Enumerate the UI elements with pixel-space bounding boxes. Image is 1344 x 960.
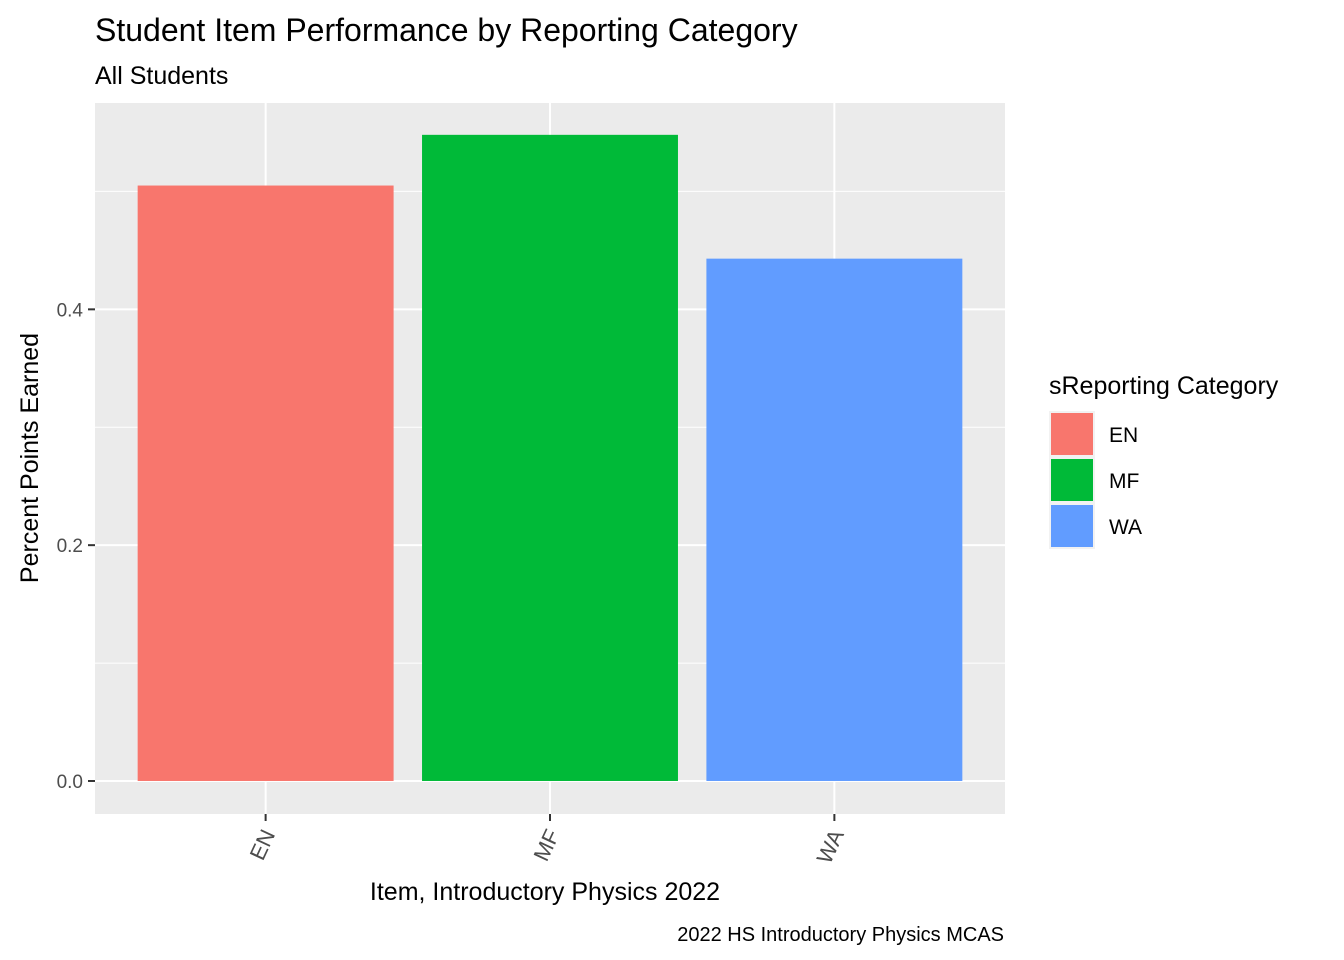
y-axis: 0.0 0.2 0.4: [57, 300, 95, 793]
bars: [137, 134, 963, 781]
chart-subtitle: All Students: [95, 62, 228, 90]
y-tick-label: 0.4: [57, 300, 84, 321]
legend-swatch-mf: [1051, 459, 1093, 501]
bar-mf: [422, 134, 678, 781]
legend-label-mf: MF: [1109, 470, 1139, 493]
bar-en: [137, 185, 394, 781]
x-axis: EN MF WA: [245, 814, 849, 867]
legend-title: sReporting Category: [1049, 372, 1279, 400]
legend-swatch-wa: [1051, 505, 1093, 547]
y-tick-label: 0.2: [57, 536, 83, 557]
x-tick-label: WA: [812, 825, 849, 867]
legend-swatch-en: [1051, 413, 1093, 455]
legend-label-en: EN: [1109, 424, 1138, 447]
legend-label-wa: WA: [1109, 516, 1142, 539]
x-tick-label: EN: [245, 826, 281, 864]
chart-caption: 2022 HS Introductory Physics MCAS: [677, 924, 1004, 946]
legend: EN MF WA: [1049, 411, 1142, 549]
y-tick-label: 0.0: [57, 772, 83, 793]
x-axis-label: Item, Introductory Physics 2022: [370, 878, 720, 906]
y-axis-label: Percent Points Earned: [16, 333, 44, 583]
bar-wa: [706, 258, 963, 781]
x-tick-label: MF: [528, 826, 564, 865]
chart-title: Student Item Performance by Reporting Ca…: [95, 12, 798, 48]
